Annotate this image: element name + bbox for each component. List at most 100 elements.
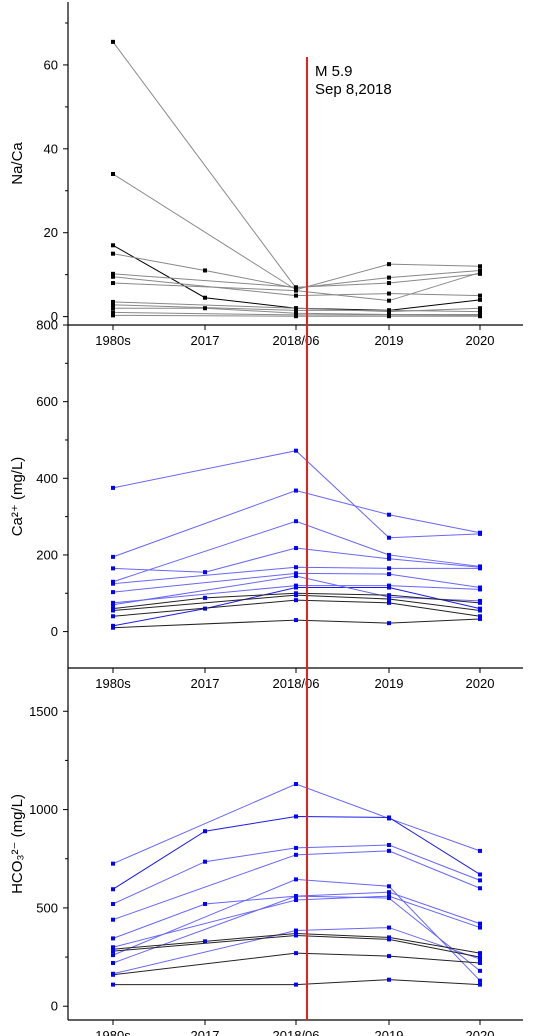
series-line — [111, 313, 482, 319]
series-line — [111, 488, 482, 559]
data-point — [387, 896, 391, 901]
data-point — [387, 552, 391, 557]
data-point — [387, 884, 391, 889]
data-point — [294, 308, 298, 313]
series-path — [113, 979, 481, 986]
data-point — [387, 566, 391, 571]
data-point — [478, 306, 482, 311]
series-line — [111, 933, 482, 960]
data-point — [294, 574, 298, 579]
data-point — [387, 291, 391, 296]
data-point — [478, 960, 482, 965]
series-line — [111, 616, 482, 630]
data-point — [294, 933, 298, 938]
data-point — [294, 852, 298, 857]
series-line — [111, 39, 298, 291]
data-point — [111, 299, 115, 304]
y-tick-label: 40 — [44, 141, 58, 156]
data-point — [387, 890, 391, 895]
series-path — [112, 572, 481, 593]
series-path — [112, 618, 481, 629]
data-point — [387, 600, 391, 605]
data-point — [111, 972, 115, 977]
series-path — [112, 272, 481, 302]
data-point — [111, 171, 115, 176]
x-tick-label: 2018/06 — [273, 333, 320, 348]
panel-3: 0 500 1000 1500 1980s 2017 2018/06 2019 2020 HCO₃… — [9, 668, 523, 1036]
data-point — [294, 285, 298, 290]
data-point — [387, 583, 391, 588]
data-point — [387, 937, 391, 942]
x-tick-label: 2020 — [466, 1028, 495, 1036]
series-line — [111, 448, 482, 540]
x-tick-label: 2018/06 — [273, 676, 320, 691]
data-point — [478, 293, 482, 298]
data-point — [387, 572, 391, 577]
data-point — [294, 519, 298, 524]
series-path — [112, 585, 481, 604]
data-point — [478, 600, 482, 605]
data-point — [387, 977, 391, 982]
data-point — [203, 306, 207, 311]
series-path — [112, 311, 481, 316]
series-line — [111, 251, 482, 291]
y-axis-title: HCO₃²⁻ (mg/L) — [9, 794, 26, 894]
series-path — [112, 273, 481, 288]
data-point — [387, 512, 391, 517]
data-point — [478, 848, 482, 853]
data-point — [111, 566, 115, 571]
series-path — [112, 450, 481, 539]
data-point — [294, 571, 298, 576]
data-point — [387, 314, 391, 319]
data-point — [387, 262, 391, 267]
data-point — [111, 243, 115, 248]
data-point — [203, 570, 207, 575]
series-path — [112, 878, 481, 982]
series-path — [112, 41, 297, 289]
data-point — [111, 590, 115, 595]
y-tick-label: 800 — [36, 318, 58, 333]
series-line — [111, 894, 482, 973]
x-tick-label: 2019 — [375, 676, 404, 691]
series-line — [111, 877, 482, 983]
data-point — [111, 953, 115, 958]
data-point — [478, 955, 482, 960]
data-point — [294, 877, 298, 882]
data-point — [478, 270, 482, 275]
data-point — [478, 608, 482, 613]
y-tick-label: 1500 — [29, 704, 58, 719]
series-line — [111, 565, 482, 586]
series-path — [112, 594, 481, 612]
panel-2: 0 200 400 600 800 1980s 2017 2018/06 2019 2020 Ca²… — [9, 318, 523, 691]
data-point — [387, 815, 391, 820]
data-point — [294, 593, 298, 598]
data-point — [111, 602, 115, 607]
series-path — [112, 952, 481, 976]
data-point — [387, 842, 391, 847]
data-point — [111, 901, 115, 906]
series-line — [111, 274, 482, 298]
data-point — [111, 251, 115, 256]
y-tick-label: 200 — [36, 547, 58, 562]
data-point — [111, 310, 115, 315]
x-tick-label: 2020 — [466, 676, 495, 691]
data-point — [478, 616, 482, 621]
x-tick-label: 1980s — [95, 676, 131, 691]
data-point — [387, 298, 391, 303]
x-tick-label: 2019 — [375, 333, 404, 348]
x-tick-label: 1980s — [95, 1028, 131, 1036]
data-point — [203, 295, 207, 300]
x-tick-label: 2018/06 — [273, 1028, 320, 1036]
data-point — [111, 39, 115, 44]
data-point — [387, 535, 391, 540]
data-point — [387, 597, 391, 602]
data-point — [294, 618, 298, 623]
data-point — [387, 556, 391, 561]
data-point — [294, 488, 298, 493]
series-path — [112, 895, 481, 948]
data-point — [294, 546, 298, 551]
x-tick-label: 2019 — [375, 1028, 404, 1036]
series-line — [111, 593, 482, 613]
series-line — [111, 951, 482, 977]
data-point — [478, 566, 482, 571]
